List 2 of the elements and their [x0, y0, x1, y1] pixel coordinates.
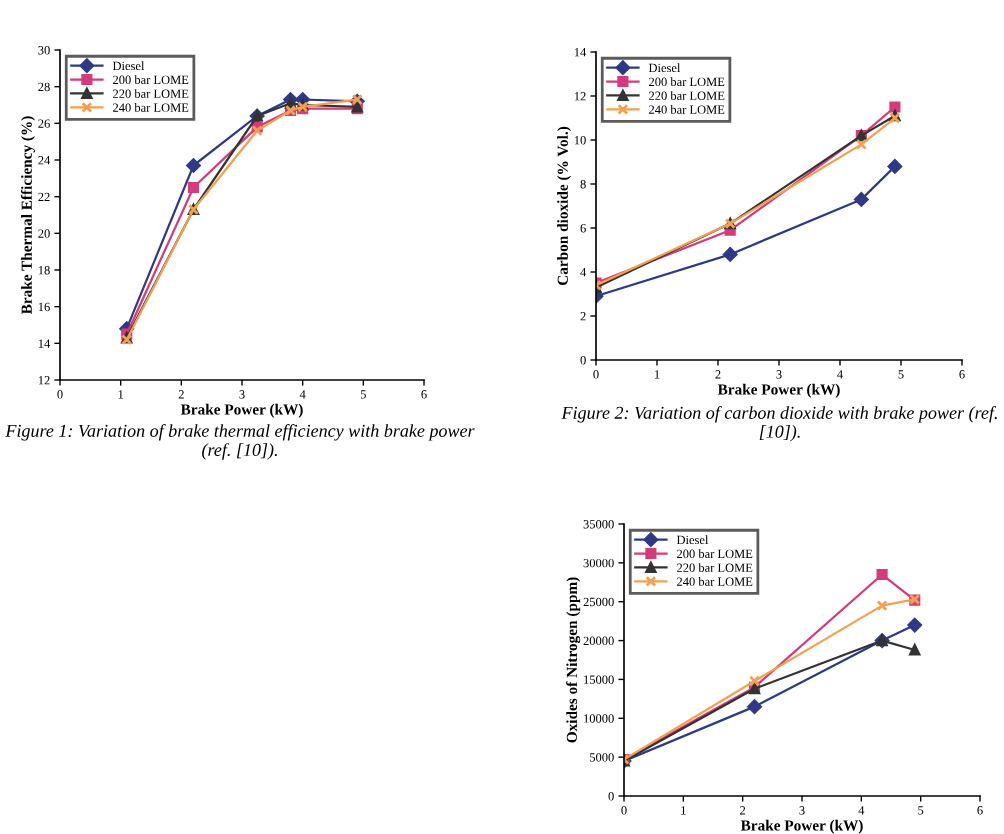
caption: Figure 2: Variation of carbon dioxide with brake power (ref. [10]).: [561, 406, 997, 442]
caption: Figure 1: Variation of brake thermal efficiency with brake power (ref. [10]).: [5, 424, 475, 460]
